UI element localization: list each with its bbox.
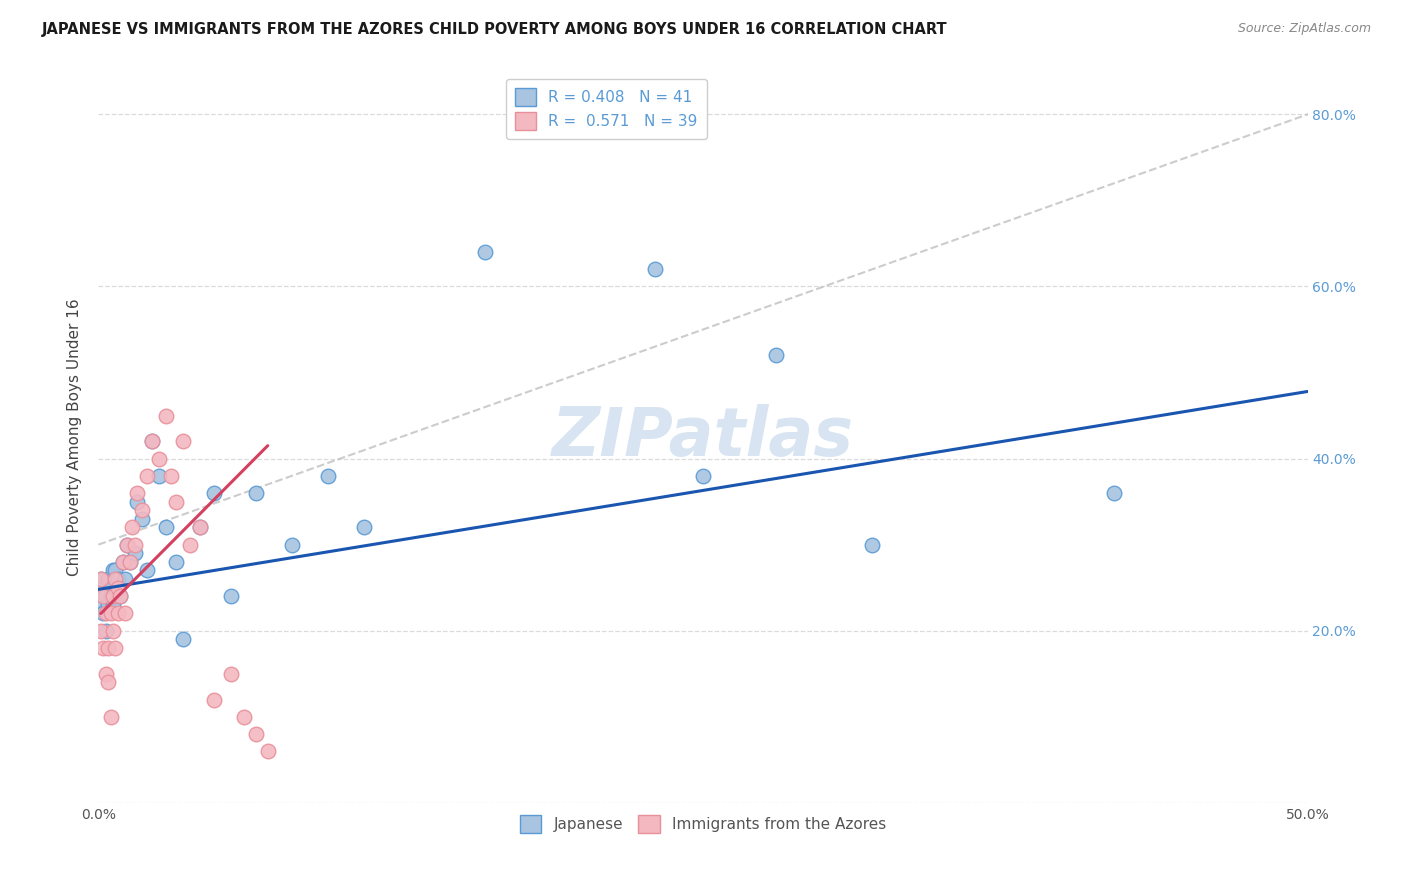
Point [97,640,120,655]
Point [104,640,127,655]
Point [141,434,163,449]
Point [188,520,211,534]
Point [91,607,114,621]
Point [114,572,136,586]
Point [204,692,226,706]
Point [97,572,120,586]
Point [281,538,304,552]
Point [107,572,129,586]
Point [94,666,117,681]
Point [644,262,666,277]
Point [179,538,201,552]
Point [94,624,117,638]
Point [131,512,153,526]
Point [692,468,714,483]
Point [101,624,124,638]
Text: JAPANESE VS IMMIGRANTS FROM THE AZORES CHILD POVERTY AMONG BOYS UNDER 16 CORRELA: JAPANESE VS IMMIGRANTS FROM THE AZORES C… [42,22,948,37]
Point [256,744,278,758]
Point [135,564,157,578]
Point [104,564,127,578]
Point [221,589,243,603]
Point [245,727,267,741]
Point [135,468,157,483]
Point [90,598,112,612]
Point [141,434,163,449]
Point [90,572,112,586]
Point [104,572,127,586]
Point [101,589,124,603]
Point [127,486,149,500]
Point [97,675,120,690]
Point [121,520,143,534]
Y-axis label: Child Poverty Among Boys Under 16: Child Poverty Among Boys Under 16 [67,298,83,576]
Point [91,581,114,595]
Point [188,520,211,534]
Text: Source: ZipAtlas.com: Source: ZipAtlas.com [1237,22,1371,36]
Point [114,607,136,621]
Point [117,538,139,552]
Point [155,520,177,534]
Point [148,451,170,466]
Point [124,538,146,552]
Point [172,632,194,647]
Point [101,598,124,612]
Point [118,555,141,569]
Point [101,564,124,578]
Point [100,607,122,621]
Point [108,589,131,603]
Point [94,589,117,603]
Point [474,245,496,260]
Point [765,348,787,362]
Point [107,581,129,595]
Point [108,589,131,603]
Text: ZIPatlas: ZIPatlas [553,404,853,470]
Point [353,520,375,534]
Point [111,555,134,569]
Point [1102,486,1125,500]
Point [107,607,129,621]
Point [165,494,187,508]
Point [118,555,141,569]
Point [94,607,117,621]
Point [245,486,267,500]
Point [91,640,114,655]
Point [221,666,243,681]
Point [91,589,114,603]
Point [111,555,134,569]
Point [860,538,883,552]
Point [97,598,120,612]
Point [160,468,183,483]
Point [124,546,146,560]
Point [100,581,122,595]
Point [100,589,122,603]
Point [232,710,254,724]
Point [165,555,187,569]
Point [90,624,112,638]
Point [131,503,153,517]
Point [204,486,226,500]
Point [148,468,170,483]
Point [155,409,177,423]
Point [316,468,339,483]
Legend: Japanese, Immigrants from the Azores: Japanese, Immigrants from the Azores [513,809,893,839]
Point [127,494,149,508]
Point [100,710,122,724]
Point [117,538,139,552]
Point [90,572,112,586]
Point [172,434,194,449]
